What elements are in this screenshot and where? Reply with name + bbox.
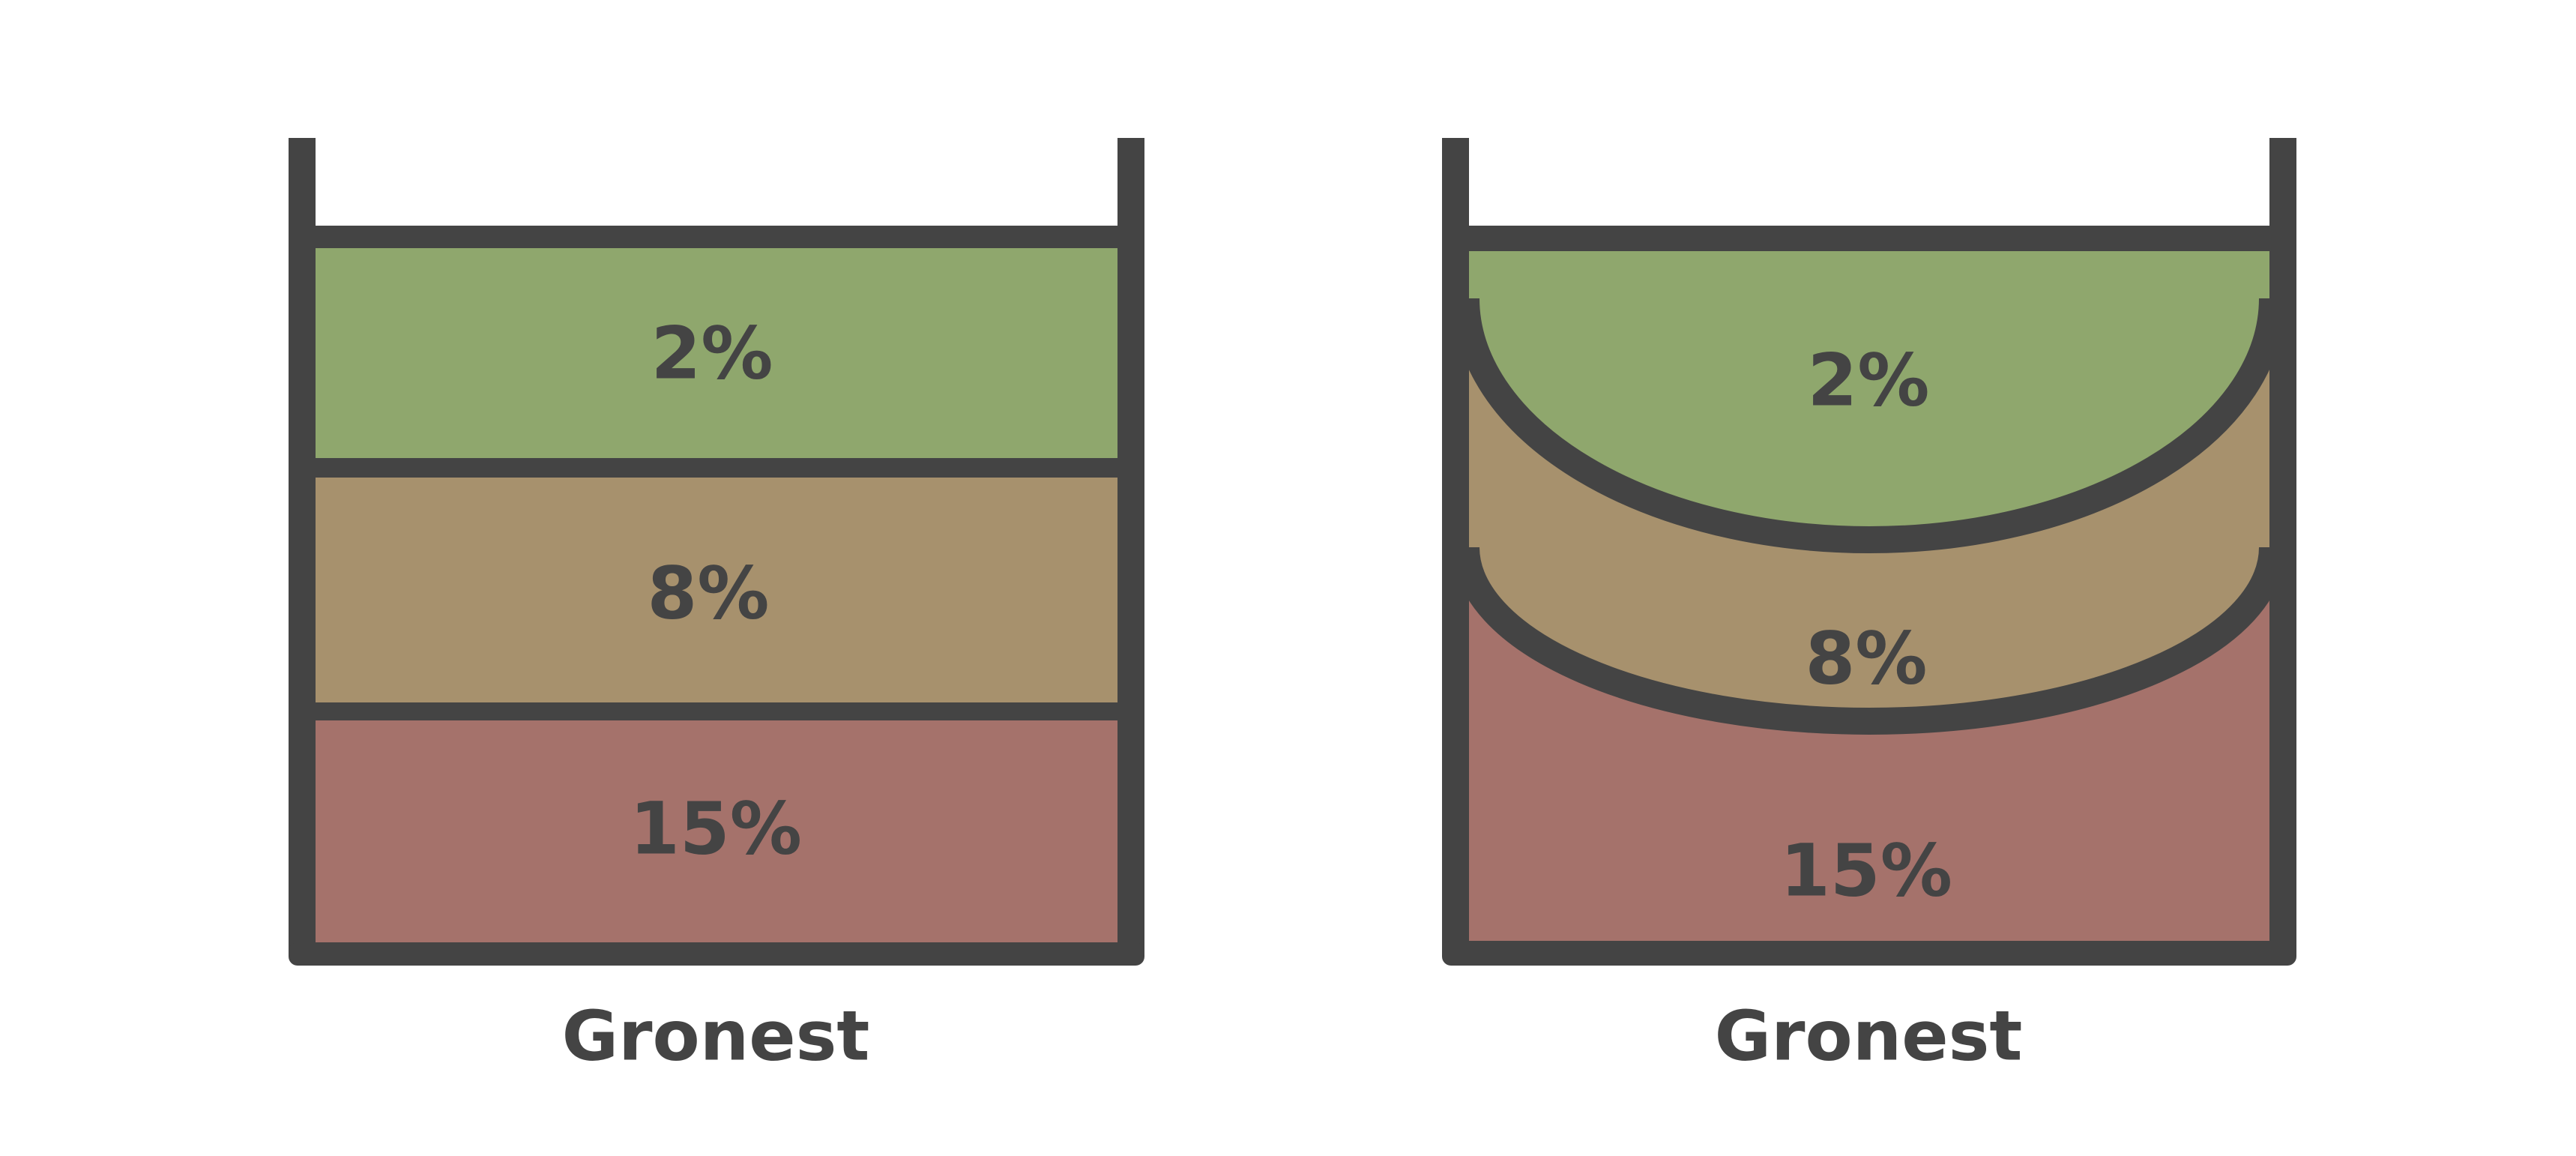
flat-layer-middle — [314, 478, 1120, 702]
curved-layer-top-label: 2% — [1808, 338, 1930, 422]
flat-separator-2 — [314, 702, 1120, 720]
curved-lid — [1466, 226, 2272, 251]
curved-left-wall — [1442, 138, 1469, 957]
flat-right-wall — [1117, 138, 1144, 957]
flat-layer-bottom-label: 15% — [630, 786, 802, 870]
curved-separator-1 — [1453, 298, 2286, 553]
curved-container-caption: Gronest — [1715, 996, 2023, 1076]
flat-container-caption: Gronest — [562, 996, 870, 1076]
flat-layer-top — [314, 248, 1120, 458]
container-flat: 2% 8% 15% Gronest — [289, 138, 1144, 1076]
curved-layer-middle-label: 8% — [1806, 616, 1928, 700]
flat-layer-bottom — [314, 720, 1120, 942]
curved-layer-bottom-label: 15% — [1780, 828, 1952, 912]
flat-floor — [289, 942, 1144, 966]
curved-layer-top — [1466, 250, 2272, 540]
curved-separator-2 — [1453, 547, 2286, 735]
container-curved: 2% 8% 15% Gronest — [1442, 138, 2296, 1076]
flat-layer-middle-label: 8% — [648, 551, 770, 635]
curved-right-wall — [2269, 138, 2296, 957]
curved-floor — [1442, 941, 2296, 966]
flat-separator-1 — [314, 458, 1120, 478]
flat-lid — [314, 226, 1120, 248]
flat-left-wall — [289, 138, 316, 957]
flat-layer-top-label: 2% — [651, 311, 773, 395]
